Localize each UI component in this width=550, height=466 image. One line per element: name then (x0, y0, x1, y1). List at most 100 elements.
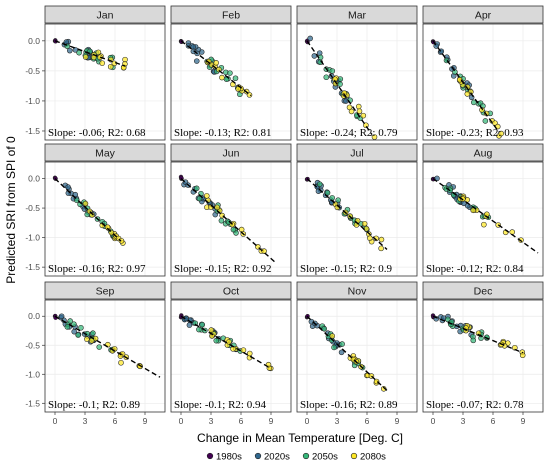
data-point-2020s (65, 184, 71, 190)
plot-border (170, 161, 292, 277)
slope-annotation: Slope: -0.1; R2: 0.94 (174, 399, 266, 411)
data-point-2080s (355, 103, 362, 110)
data-point-2020s (307, 35, 313, 42)
x-tick-label: 3 (209, 416, 214, 426)
y-tick-label: -0.5 (25, 340, 40, 350)
legend-key-2020s (254, 452, 262, 460)
plot-border (170, 299, 292, 413)
slope-annotation: Slope: -0.16; R2: 0.97 (48, 263, 146, 275)
x-tick-label: 3 (83, 416, 88, 426)
data-point-2050s (339, 341, 345, 347)
plot-border (296, 161, 418, 277)
data-point-2050s (71, 321, 77, 327)
data-point-2020s (186, 322, 193, 328)
plot-border (44, 23, 166, 141)
data-point-2020s (71, 328, 77, 335)
panel-nov: Nov Slope: -0.16; R2: 0.89 0 3 6 9 (296, 281, 418, 426)
y-tick-label: -0.5 (25, 203, 40, 213)
y-axis-title: Predicted SRI from SPI of 0 (4, 136, 18, 284)
strip-label: Nov (348, 285, 367, 297)
plot-background (423, 24, 543, 140)
strip-label: Dec (474, 285, 493, 297)
regression-line (180, 315, 272, 370)
data-point-2080s (99, 60, 105, 66)
strip-label: Apr (475, 9, 492, 21)
data-point-2050s (199, 321, 205, 328)
y-tick-label: -1.5 (25, 126, 40, 136)
x-axis-title: Change in Mean Temperature [Deg. C] (197, 431, 403, 445)
data-point-2080s (512, 344, 518, 351)
slope-annotation: Slope: -0.16; R2: 0.89 (300, 399, 398, 411)
x-tick-label: 6 (365, 416, 370, 426)
data-point-2080s (213, 60, 219, 66)
data-point-2050s (196, 195, 203, 202)
x-tick-label: 3 (335, 416, 340, 426)
data-point-2080s (498, 130, 504, 137)
data-point-2080s (204, 193, 210, 199)
data-point-2050s (74, 197, 80, 204)
x-tick-label: 0 (179, 416, 184, 426)
data-point-2050s (196, 326, 202, 333)
data-point-2050s (331, 344, 337, 351)
data-point-2080s (235, 86, 241, 92)
data-point-2050s (76, 49, 82, 56)
data-point-2080s (82, 200, 89, 207)
data-point-2050s (227, 70, 233, 76)
data-point-2080s (238, 226, 245, 233)
strip-background (296, 143, 418, 162)
data-point-2020s (66, 47, 73, 54)
regression-line (54, 315, 161, 378)
strip-label: Sep (96, 285, 115, 297)
data-point-2080s (240, 347, 247, 353)
strip-background (296, 5, 418, 24)
panel-apr: Apr Slope: -0.23; R2: 0.93 (422, 5, 544, 141)
strip-background (170, 143, 292, 162)
data-point-2050s (67, 318, 73, 324)
data-point-2050s (232, 75, 239, 82)
regression-line (432, 40, 500, 133)
regression-line (306, 40, 373, 135)
x-tick-label: 9 (143, 416, 148, 426)
data-point-2080s (378, 245, 384, 252)
slope-annotation: Slope: -0.07; R2: 0.78 (426, 399, 524, 411)
data-point-2050s (329, 195, 335, 201)
slope-annotation: Slope: -0.1; R2: 0.89 (48, 399, 140, 411)
data-point-2020s (193, 58, 200, 64)
panel-mar: Mar Slope: -0.24; R2: 0.79 (296, 5, 418, 141)
plot-border (296, 299, 418, 413)
data-point-2050s (213, 337, 220, 344)
legend-label-1980s: 1980s (216, 452, 242, 463)
strip-background (422, 143, 544, 162)
data-point-2020s (58, 313, 65, 320)
data-point-2050s (445, 316, 451, 323)
plot-border (44, 161, 166, 277)
data-point-2050s (96, 344, 103, 350)
x-tick-label: 6 (239, 416, 244, 426)
data-point-2080s (361, 220, 368, 227)
regression-line (432, 177, 539, 254)
data-point-2050s (471, 99, 477, 106)
x-tick-label: 0 (305, 416, 310, 426)
slope-annotation: Slope: -0.12; R2: 0.84 (426, 263, 524, 275)
y-tick-label: -0.5 (25, 66, 40, 76)
y-tick-label: 0.0 (28, 36, 40, 46)
plot-border (422, 161, 544, 277)
data-point-2080s (464, 91, 471, 97)
data-point-2080s (226, 339, 232, 345)
data-point-2050s (90, 330, 96, 336)
strip-label: Jan (97, 9, 114, 21)
panel-oct: Oct Slope: -0.1; R2: 0.94 0 3 6 9 (170, 281, 292, 426)
x-tick-label: 0 (431, 416, 436, 426)
strip-background (422, 281, 544, 300)
x-tick-label: 9 (521, 416, 526, 426)
data-point-2080s (84, 336, 90, 342)
data-point-2080s (89, 212, 95, 218)
data-point-2080s (107, 63, 114, 70)
data-point-2050s (64, 324, 71, 330)
plot-border (44, 299, 166, 413)
strip-background (170, 5, 292, 24)
data-point-2050s (75, 332, 81, 338)
plot-background (45, 162, 165, 276)
strip-background (44, 281, 166, 300)
strip-background (296, 281, 418, 300)
